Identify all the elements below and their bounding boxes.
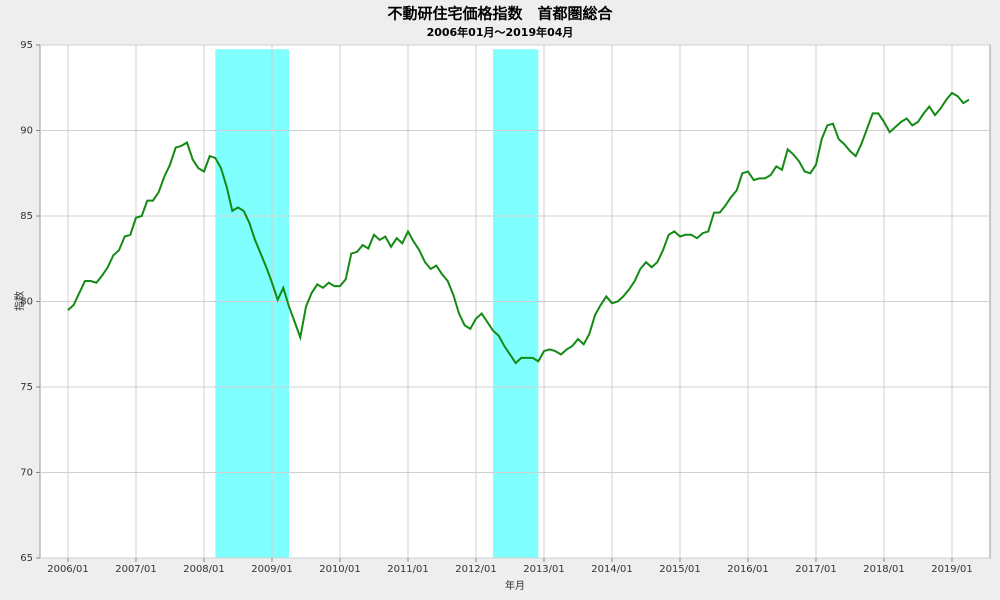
x-tick-label: 2006/01 [47,564,89,575]
chart-subtitle: 2006年01月～2019年04月 [427,25,574,39]
chart-title: 不動研住宅価格指数 首都圏総合 [387,5,613,23]
y-tick-label: 70 [20,468,33,479]
data-line [67,91,970,365]
y-tick-label: 75 [20,382,33,393]
x-tick-label: 2009/01 [251,564,293,575]
x-tick-label: 2014/01 [591,564,633,575]
x-tick-label: 2015/01 [659,564,701,575]
shaded-period [493,49,539,559]
x-tick-label: 2012/01 [455,564,497,575]
x-tick-label: 2008/01 [183,564,225,575]
x-tick-label: 2011/01 [387,564,429,575]
x-tick-label: 2018/01 [863,564,905,575]
x-tick-label: 2007/01 [115,564,157,575]
shaded-period [215,49,289,559]
y-tick-label: 80 [20,297,33,308]
y-tick-label: 95 [20,40,33,51]
y-tick-label: 65 [20,553,33,564]
x-tick-label: 2019/01 [931,564,973,575]
x-tick-label: 2010/01 [319,564,361,575]
y-axis-label: 指数 [13,291,26,311]
y-tick-label: 90 [20,126,33,137]
x-tick-label: 2013/01 [523,564,565,575]
x-tick-label: 2016/01 [727,564,769,575]
x-tick-label: 2017/01 [795,564,837,575]
y-tick-label: 85 [20,211,33,222]
x-axis-label: 年月 [505,579,525,592]
